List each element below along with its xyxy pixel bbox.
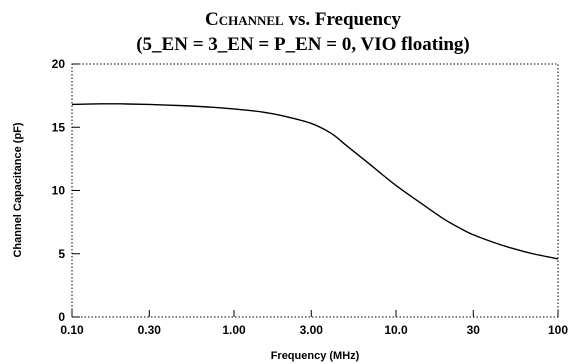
- x-tick-label: 10.0: [384, 323, 408, 337]
- x-axis-label: Frequency (MHz): [271, 350, 360, 362]
- chart-subtitle: (5_EN = 3_EN = P_EN = 0, VIO floating): [136, 34, 470, 55]
- chart-title-rest: vs. Frequency: [284, 9, 402, 30]
- plot-frame: [71, 63, 559, 318]
- series-group: [71, 103, 559, 260]
- chart-title-subscript: CHANNEL: [219, 13, 284, 28]
- y-tick-label: 20: [52, 57, 66, 71]
- capacitance-line: [71, 103, 559, 260]
- x-tick-label: 0.30: [138, 323, 162, 337]
- x-tick-label: 100: [548, 323, 568, 337]
- x-tick-label: 0.10: [60, 323, 84, 337]
- x-tick-label: 1.00: [222, 323, 246, 337]
- y-tick-label: 15: [52, 120, 66, 134]
- y-tick-label: 10: [52, 184, 66, 198]
- y-tick-label: 0: [58, 310, 65, 324]
- x-tick-label: 30: [467, 323, 481, 337]
- y-tick-label: 5: [58, 247, 65, 261]
- x-tick-label: 3.00: [300, 323, 324, 337]
- chart-title-main: C: [205, 9, 219, 30]
- chart-title: CCHANNEL vs. Frequency: [205, 9, 402, 30]
- y-axis: 0 5 10 15 20: [52, 57, 80, 324]
- x-axis: 0.10 0.30 1.00 3.00 10.0 30 100: [60, 310, 568, 337]
- y-axis-label: Channel Capacitance (pF): [12, 122, 24, 257]
